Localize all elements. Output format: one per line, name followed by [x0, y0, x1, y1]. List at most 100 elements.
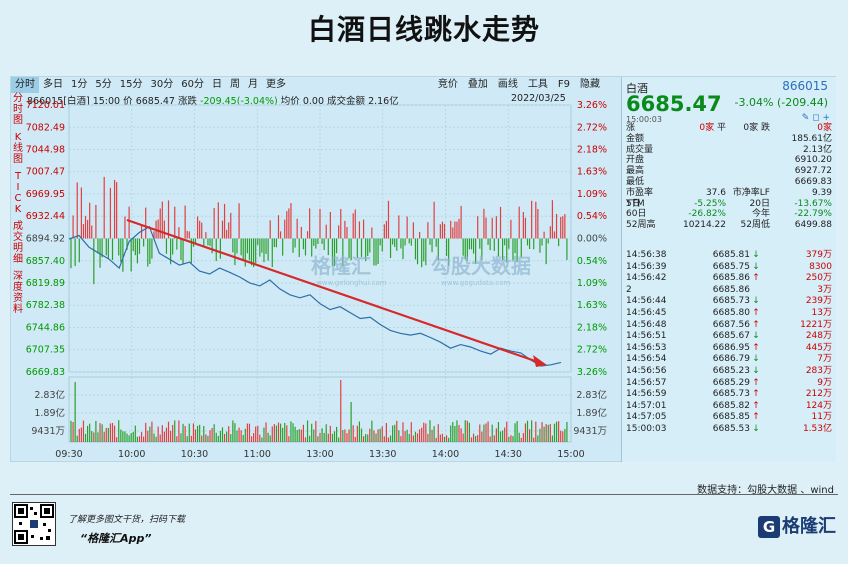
tool-3[interactable]: 工具	[527, 79, 548, 90]
tab-4[interactable]: 15分	[119, 79, 143, 90]
y-left-tick: 6894.92	[26, 234, 65, 245]
avg-label: 均价	[280, 96, 300, 107]
tick-cell: 14:56:54	[626, 354, 667, 365]
x-tick: 10:30	[181, 449, 208, 460]
tick-row: 14:56:56 6685.23 ↓ 283万	[626, 366, 832, 378]
quote-cell: 0家	[817, 123, 832, 133]
tab-1[interactable]: 多日	[43, 79, 63, 90]
y-right-tick: 2.72%	[577, 122, 607, 133]
vol-left-tick: 1.89亿	[34, 407, 65, 419]
tick-row: 14:56:38 6685.81 ↓ 379万	[626, 250, 832, 262]
quote-cell: 9.39	[811, 187, 832, 198]
tick-cell: ↑	[752, 412, 760, 423]
vol-right-tick: 9431万	[573, 426, 607, 437]
tab-3[interactable]: 5分	[95, 79, 112, 90]
y-right-tick: 2.18%	[577, 323, 607, 334]
tick-cell: 6685.86	[712, 284, 750, 295]
amount-label: 成交金额	[327, 96, 366, 107]
y-left-tick: 6819.89	[26, 278, 65, 289]
watermark-gogu: 勾股大数据	[431, 254, 531, 278]
quote-cell: 最高	[626, 166, 645, 177]
x-tick: 10:00	[118, 449, 145, 460]
tick-cell: 6685.81	[712, 250, 750, 260]
quote-time: 15:00:03	[626, 115, 662, 124]
info-row: 866015[白酒] 15:00 价 6685.47 涨跌 -209.45(-3…	[27, 93, 399, 107]
logo-g-icon: G	[758, 516, 780, 538]
quote-code: 866015	[782, 79, 828, 93]
tool-0[interactable]: 竞价	[437, 79, 458, 90]
sidebar-item-3[interactable]: 成交明细	[13, 221, 23, 265]
tab-10[interactable]: 更多	[265, 79, 286, 90]
x-tick: 09:30	[55, 449, 82, 460]
tick-cell: 283万	[805, 365, 832, 376]
tick-cell: 14:56:42	[626, 273, 667, 284]
quote-row: 金额 185.61亿	[626, 134, 832, 145]
tick-cell: 6685.73	[712, 389, 750, 400]
tab-8[interactable]: 周	[229, 79, 240, 90]
tool-2[interactable]: 画线	[497, 79, 518, 90]
quote-cell: -26.82%	[688, 209, 726, 220]
y-left-tick: 6707.35	[26, 345, 65, 356]
quote-cell: -22.79%	[794, 209, 832, 220]
tick-cell: 7万	[817, 354, 832, 365]
tab-9[interactable]: 月	[247, 79, 258, 90]
intraday-chart[interactable]: 7120.01 3.26% 7082.49 2.72% 7044.98 2.18% 7007…	[11, 77, 621, 463]
tab-7[interactable]: 日	[211, 79, 222, 90]
trading-panel: 分时 多日 1分 5分 15分 30分 60分日周月更多 竞价 叠加 画线 工具 F9 隐藏 分时图 K…	[10, 76, 836, 462]
quote-cell: 52周高	[626, 220, 656, 231]
quote-cell: 6669.83	[794, 176, 832, 187]
tick-cell: 14:56:59	[626, 389, 667, 400]
quote-row: 最低 6669.83	[626, 177, 832, 188]
quote-stats: 涨 0家 平 0家 跌 0家 金额 185.61亿 成交量 2.13亿 开盘 6910.20 最高 6…	[626, 123, 832, 231]
data-source: 数据支持：勾股大数据 、wind	[697, 485, 834, 496]
quote-cell	[726, 166, 772, 177]
quote-row: 开盘 6910.20	[626, 155, 832, 166]
tick-cell: 6685.73	[712, 296, 750, 307]
tool-4[interactable]: F9	[557, 79, 570, 90]
sidebar-item-0[interactable]: 分时图	[13, 93, 23, 126]
tool-5[interactable]: 隐藏	[580, 79, 600, 90]
quote-price: 6685.47	[626, 92, 722, 116]
x-tick: 13:30	[369, 449, 396, 460]
tick-cell: 2	[626, 284, 632, 295]
quote-cell: -13.67%	[794, 198, 832, 209]
tick-cell: ↑	[752, 400, 760, 411]
tick-row: 14:56:54 6686.79 ↓ 7万	[626, 354, 832, 366]
tab-0[interactable]: 分时	[11, 77, 39, 93]
quote-cell: 最低	[626, 176, 645, 187]
tick-cell: 6687.56	[712, 319, 750, 330]
tick-cell: 6685.67	[712, 331, 750, 342]
tick-cell: ↑	[752, 377, 760, 388]
tick-cell: 248万	[805, 331, 832, 342]
tick-cell: 6685.80	[712, 307, 750, 318]
sidebar-item-4[interactable]: 深度资料	[13, 271, 23, 315]
y-left-tick: 6857.40	[26, 256, 65, 267]
info-change: -209.45(-3.04%)	[200, 96, 278, 107]
quote-row: 成交量 2.13亿	[626, 145, 832, 156]
tick-cell: ↓	[752, 365, 760, 376]
tick-cell: ↑	[752, 342, 760, 353]
tick-cell: 6685.23	[712, 365, 750, 376]
quote-cell: 5日	[626, 198, 641, 209]
tick-cell: 14:56:44	[626, 296, 667, 307]
tick-cell: 6685.75	[712, 261, 750, 272]
y-left-tick: 6744.86	[26, 323, 65, 334]
y-right-tick: 2.18%	[577, 145, 607, 156]
y-left-tick: 6969.95	[26, 189, 65, 200]
tool-1[interactable]: 叠加	[467, 79, 488, 90]
tab-6[interactable]: 60分	[181, 79, 204, 90]
tab-5[interactable]: 30分	[150, 79, 174, 90]
quote-edit-icons[interactable]: ✎ ◻ +	[801, 113, 830, 123]
quote-cell: 0家 跌	[743, 123, 770, 133]
tab-2[interactable]: 1分	[71, 79, 88, 90]
quote-row: 52周高 10214.22 52周低 6499.88	[626, 220, 832, 231]
vol-right-tick: 2.83亿	[576, 389, 607, 401]
quote-cell: 37.6	[705, 187, 726, 198]
x-tick: 14:30	[495, 449, 522, 460]
info-avg: 0.00	[302, 96, 324, 107]
quote-cell: 6499.88	[794, 220, 832, 231]
vol-left-tick: 9431万	[31, 426, 65, 437]
